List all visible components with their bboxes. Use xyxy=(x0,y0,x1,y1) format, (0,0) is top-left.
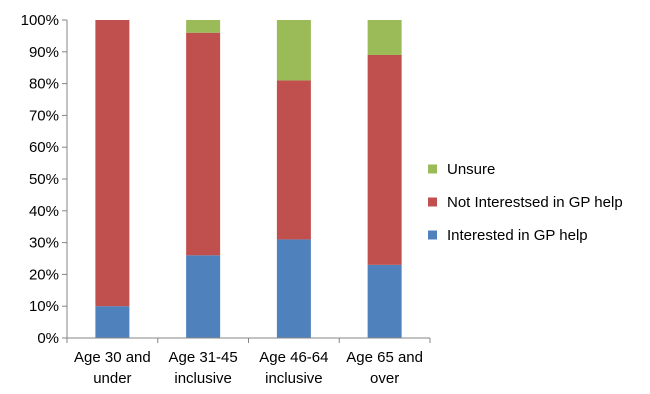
y-axis: 0% 10% 20% 30% 40% 50% 60% 70% 80% 90% 100% xyxy=(21,12,68,347)
legend-swatch xyxy=(428,197,437,207)
bar-segment xyxy=(95,20,130,307)
legend-label: Unsure xyxy=(447,161,495,178)
bar-segment xyxy=(276,20,311,81)
legend-label: Interested in GP help xyxy=(447,227,588,244)
y-tick-label: 90% xyxy=(29,44,59,61)
bar-segment xyxy=(186,20,221,33)
x-tick-label: Age 30 and xyxy=(74,349,151,366)
x-tick-label: inclusive xyxy=(174,370,232,387)
x-tick-label: Age 31-45 xyxy=(169,349,238,366)
legend: Unsure Not Interestsed in GP help Interest… xyxy=(428,161,623,244)
y-tick-label: 0% xyxy=(37,330,59,347)
x-tick-label: inclusive xyxy=(265,370,323,387)
y-tick-label: 20% xyxy=(29,266,59,283)
y-tick-label: 10% xyxy=(29,298,59,315)
x-tick-label: Age 46-64 xyxy=(259,349,328,366)
bar-segment xyxy=(276,239,311,338)
y-tick-label: 60% xyxy=(29,139,59,156)
legend-swatch xyxy=(428,164,437,174)
bar-segment xyxy=(367,54,402,265)
bar-segment xyxy=(186,32,221,256)
y-tick-label: 30% xyxy=(29,235,59,252)
bar-segment xyxy=(367,264,402,338)
x-tick-label: over xyxy=(370,370,399,387)
bar-segment xyxy=(95,306,130,338)
bar-segment xyxy=(367,20,402,55)
legend-swatch xyxy=(428,230,437,240)
y-tick-label: 50% xyxy=(29,171,59,188)
y-tick-label: 40% xyxy=(29,203,59,220)
y-tick-label: 80% xyxy=(29,76,59,93)
bar-segment xyxy=(186,255,221,338)
bar-segment xyxy=(276,80,311,240)
x-tick-label: under xyxy=(93,370,131,387)
y-tick-label: 100% xyxy=(21,12,59,29)
legend-label: Not Interestsed in GP help xyxy=(447,194,623,211)
x-axis: Age 30 and under Age 31-45 inclusive Age 46-… xyxy=(66,337,431,387)
y-tick-label: 70% xyxy=(29,107,59,124)
bars xyxy=(95,20,402,338)
x-tick-label: Age 65 and xyxy=(346,349,423,366)
